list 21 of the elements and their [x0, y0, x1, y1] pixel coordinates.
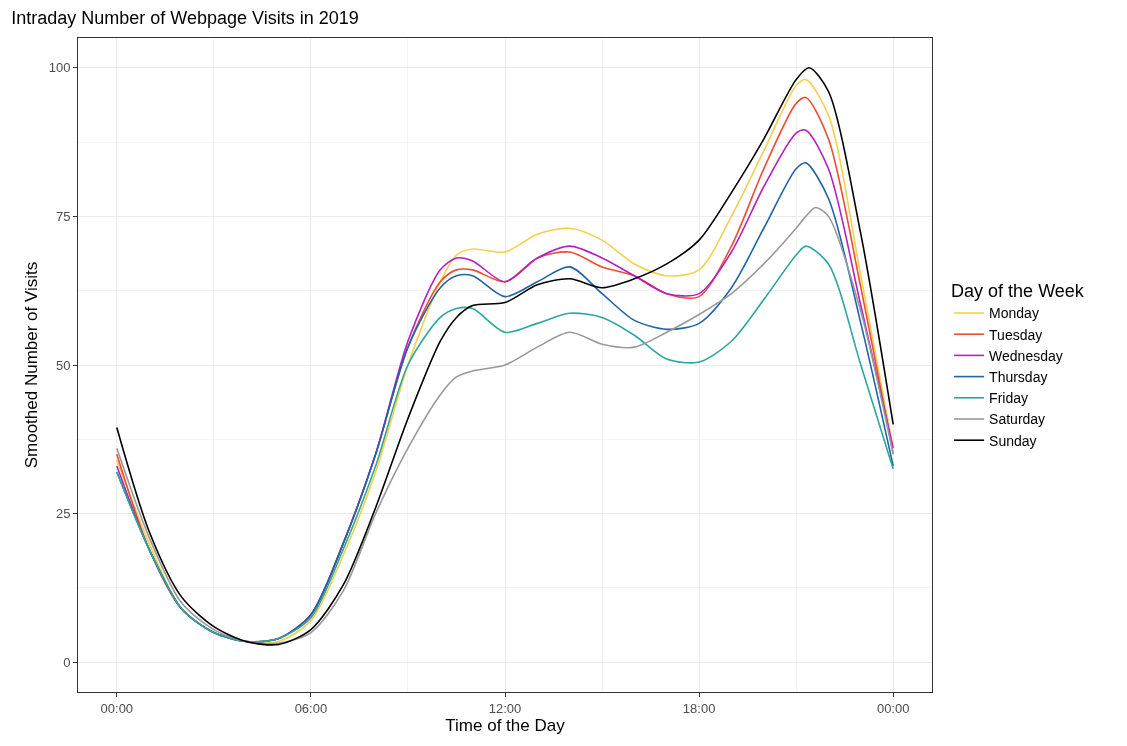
- x-tick-label: 00:00: [100, 700, 134, 716]
- y-axis-title: Smoothed Number of Visits: [22, 261, 42, 469]
- legend-label: Monday: [989, 305, 1039, 322]
- y-tick-label: 0: [63, 654, 71, 670]
- y-tick-label: 100: [48, 60, 71, 76]
- x-tick-label: 00:00: [876, 700, 910, 716]
- y-tick-label: 75: [55, 208, 71, 224]
- y-tick-label: 25: [55, 506, 71, 522]
- legend-label: Sunday: [989, 432, 1037, 449]
- x-tick-label: 18:00: [682, 700, 716, 716]
- legend-label: Wednesday: [989, 347, 1063, 364]
- x-tick-label: 06:00: [294, 700, 328, 716]
- legend-label: Friday: [989, 390, 1028, 407]
- legend-label: Thursday: [989, 369, 1048, 386]
- legend-title: Day of the Week: [951, 281, 1085, 302]
- legend-label: Saturday: [989, 411, 1046, 428]
- x-axis-title: Time of the Day: [445, 716, 566, 735]
- chart-title: Intraday Number of Webpage Visits in 2019: [11, 7, 359, 28]
- legend-label: Tuesday: [989, 326, 1043, 343]
- y-tick-label: 50: [55, 357, 71, 373]
- x-tick-label: 12:00: [488, 700, 522, 716]
